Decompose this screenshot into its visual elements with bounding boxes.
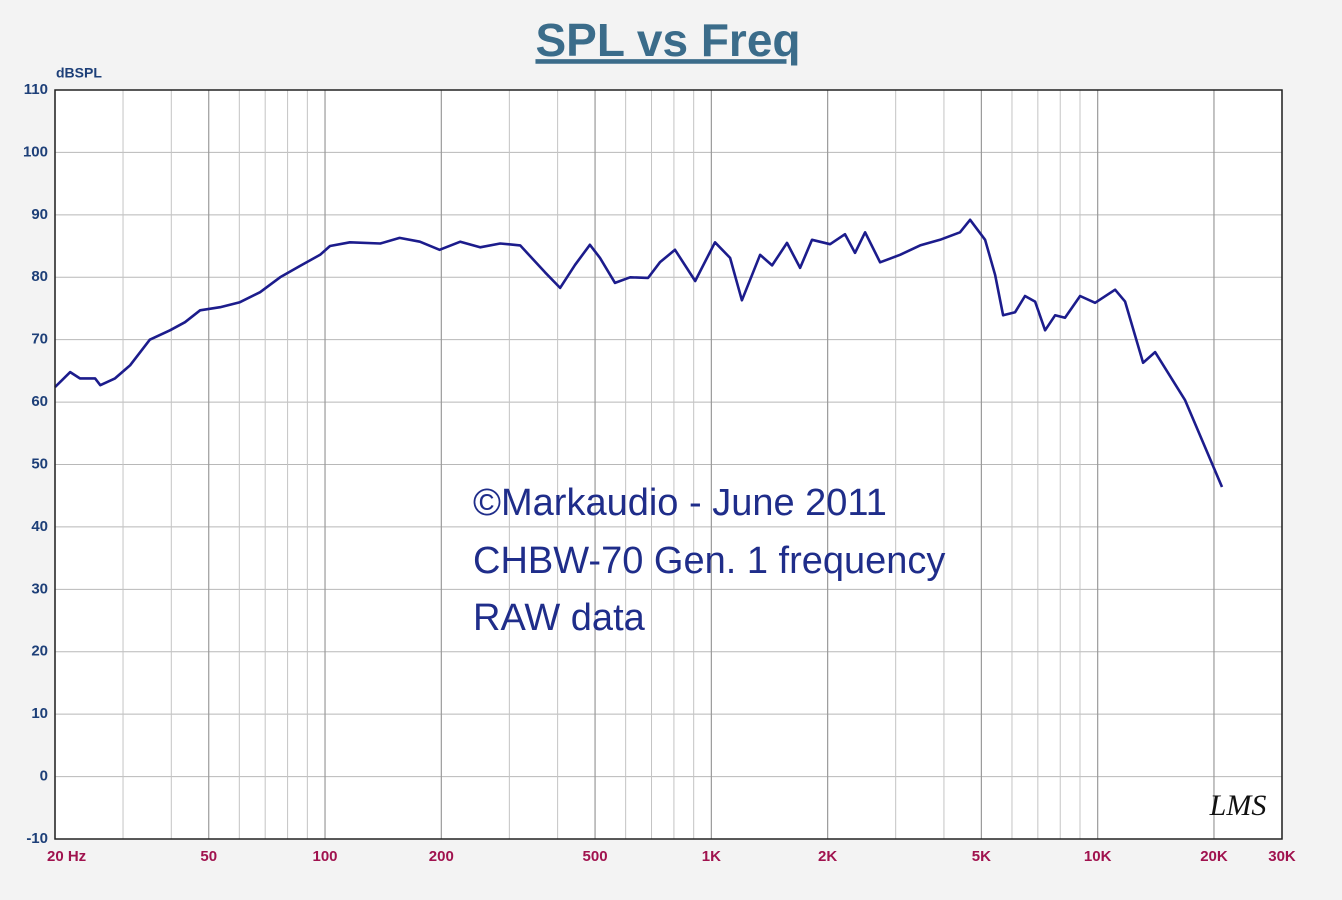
x-tick-label: 200 [429,848,454,865]
y-tick-label: 110 [24,81,48,98]
y-tick-label: 0 [40,768,48,785]
x-tick-label: 500 [583,848,608,865]
y-tick-label: 90 [31,206,48,223]
annotation: ©Markaudio - June 2011 [473,482,887,524]
x-tick-label: 20 Hz [47,848,86,865]
x-tick-label: 100 [313,848,338,865]
x-tick-label: 20K [1200,848,1228,865]
x-tick-label: 2K [818,848,837,865]
plot-border [54,89,1283,840]
y-tick-label: -10 [26,830,48,847]
y-tick-label: 10 [31,705,48,722]
x-tick-label: 1K [702,848,721,865]
lines [54,218,1224,488]
y-tick-label: 30 [31,580,48,597]
y-tick-label: 40 [31,518,48,535]
x-tick-label: 10K [1084,848,1112,865]
logo: LMS [1209,789,1267,822]
y-tick-label: 80 [31,268,48,285]
y-tick-label: 100 [23,143,48,160]
y-axis-label: dBSPL [56,65,102,81]
data-line [54,218,1224,488]
y-tick-label: 20 [31,643,48,660]
y-tick-label: 60 [31,393,48,410]
annotation: CHBW-70 Gen. 1 frequency [473,540,945,582]
y-tick-label: 70 [31,331,48,348]
x-tick-label: 5K [972,848,991,865]
x-tick-label: 30K [1268,848,1296,865]
y-tick-label: 50 [31,455,48,472]
annotation: RAW data [473,597,646,639]
chart-title: SPL vs Freq [535,14,800,66]
x-tick-label: 50 [200,848,217,865]
